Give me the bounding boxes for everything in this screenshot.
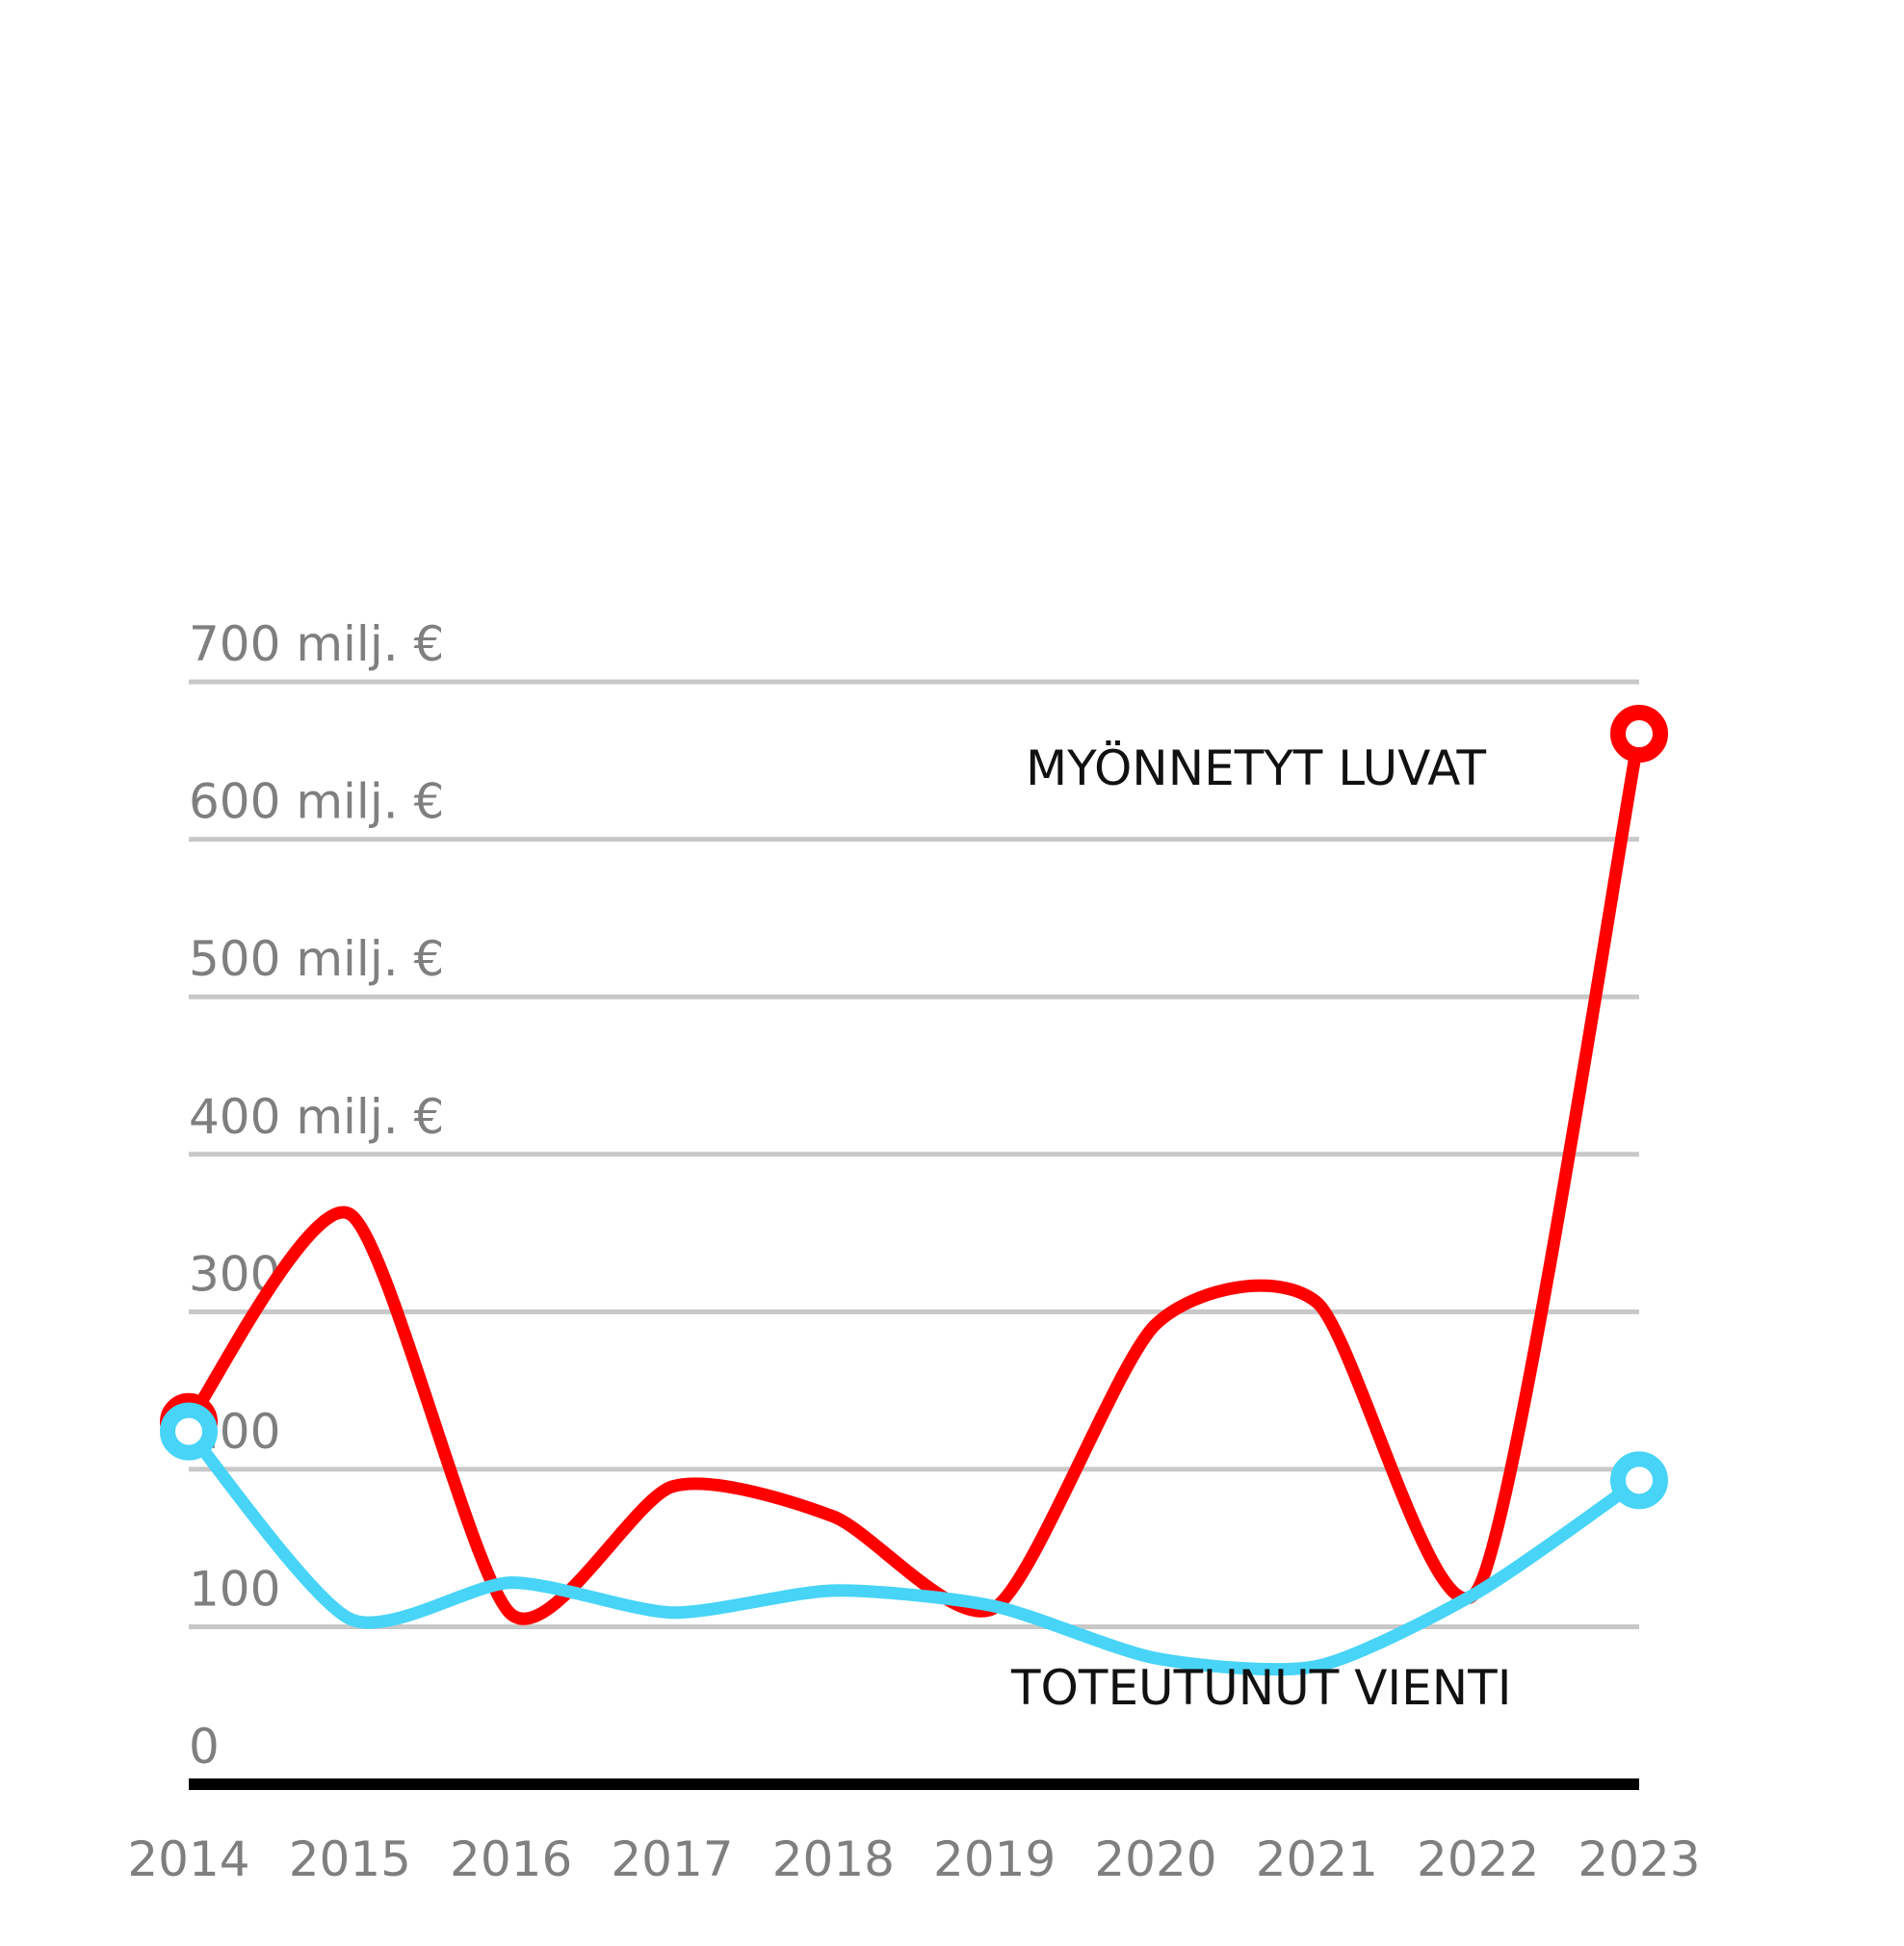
series-label-myonnetyt-luvat: MYÖNNETYT LUVAT <box>1026 740 1487 796</box>
y-tick-label: 0 <box>189 1719 220 1775</box>
y-tick-label: 600 milj. € <box>189 774 444 830</box>
y-tick-label: 700 milj. € <box>189 616 444 672</box>
series-line <box>182 727 1646 1625</box>
x-tick-label: 2020 <box>1094 1831 1216 1887</box>
x-tick-label: 2022 <box>1417 1831 1539 1887</box>
y-tick-label: 400 milj. € <box>189 1089 444 1145</box>
x-tick-label: 2014 <box>127 1831 249 1887</box>
y-tick-label: 500 milj. € <box>189 931 444 987</box>
gridlines <box>189 679 1639 1790</box>
series-line <box>182 1425 1646 1676</box>
series-lines <box>160 705 1668 1676</box>
data-point-marker <box>160 1402 218 1461</box>
x-tick-label: 2023 <box>1578 1831 1700 1887</box>
data-point-marker <box>1610 705 1668 764</box>
series-0 <box>160 705 1668 1625</box>
x-tick-label: 2016 <box>450 1831 572 1887</box>
x-tick-label: 2019 <box>933 1831 1056 1887</box>
x-tick-label: 2015 <box>289 1831 411 1887</box>
x-axis-tick-labels: 2014 2015 2016 2017 2018 2019 2020 2021 2022 2023 <box>127 1831 1700 1887</box>
series-1 <box>160 1402 1668 1676</box>
x-tick-label: 2018 <box>772 1831 895 1887</box>
data-point-marker <box>1610 1451 1668 1510</box>
x-tick-label: 2017 <box>611 1831 733 1887</box>
x-tick-label: 2021 <box>1256 1831 1378 1887</box>
series-label-toteutunut-vienti: TOTEUTUNUT VIENTI <box>1010 1660 1511 1716</box>
y-tick-label: 100 <box>189 1561 280 1617</box>
